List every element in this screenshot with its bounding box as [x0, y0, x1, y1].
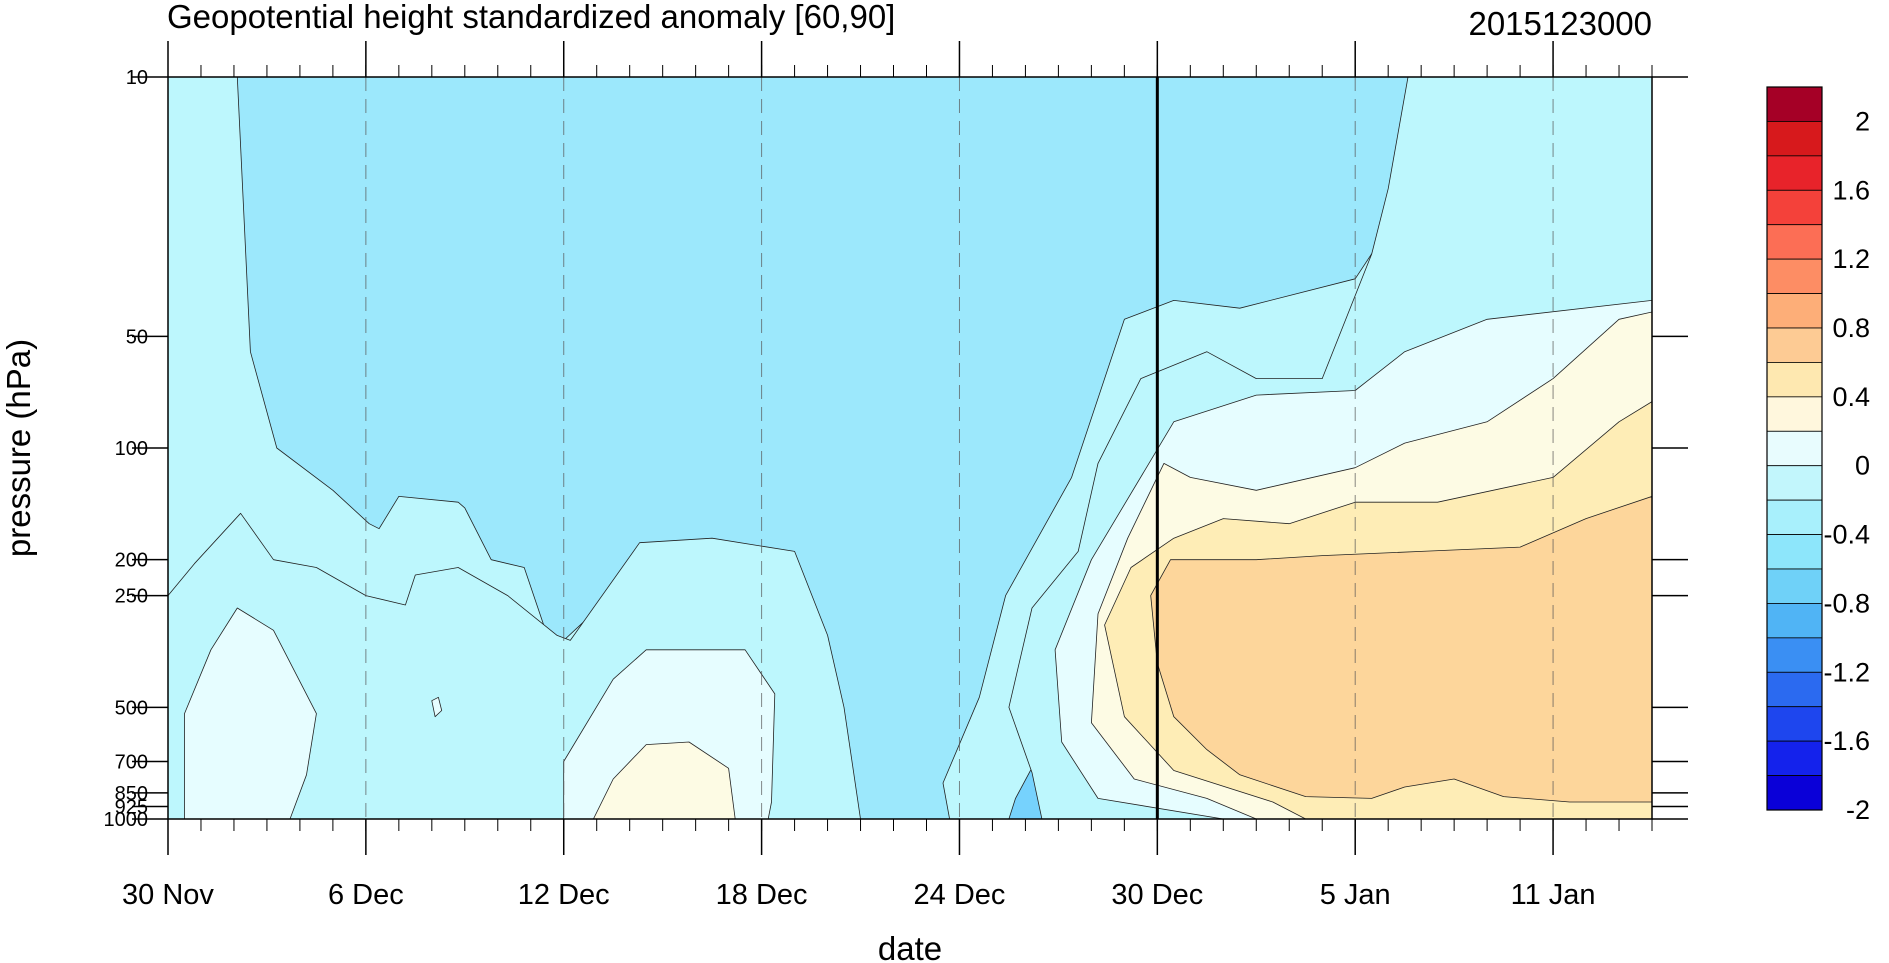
chart-title: Geopotential height standardized anomaly… — [167, 0, 895, 35]
colorbar-label: 1.6 — [1832, 175, 1870, 205]
x-tick-label: 6 Dec — [328, 879, 404, 911]
colorbar-swatch — [1766, 637, 1823, 673]
x-axis-title: date — [878, 930, 942, 963]
colorbar-swatch — [1766, 121, 1823, 157]
x-tick-label: 24 Dec — [914, 879, 1006, 911]
y-tick-label: 10 — [126, 67, 148, 89]
colorbar-swatch — [1766, 224, 1823, 260]
colorbar-swatch — [1766, 86, 1823, 122]
colorbar-frame — [1766, 86, 1823, 811]
colorbar-swatch — [1766, 396, 1823, 432]
colorbar-label: -2 — [1846, 795, 1870, 825]
colorbar-label: -1.2 — [1823, 657, 1870, 687]
colorbar-label: 1.2 — [1832, 244, 1870, 274]
x-tick-label: 30 Dec — [1111, 879, 1203, 911]
y-tick-label: 1000 — [104, 809, 149, 831]
x-tick-label: 18 Dec — [716, 879, 808, 911]
colorbar-swatch — [1766, 706, 1823, 742]
colorbar-label: 0.8 — [1832, 313, 1870, 343]
y-tick-label: 50 — [126, 326, 148, 348]
x-axis: 30 Nov 6 Dec 12 Dec 18 Dec 24 Dec 30 Dec 5 Jan… — [122, 41, 1653, 911]
colorbar-swatch — [1766, 775, 1823, 811]
contour-region-15 — [431, 696, 443, 718]
timestamp-label: 2015123000 — [1468, 5, 1652, 42]
y-tick-label: 850 — [115, 783, 148, 805]
colorbar-swatch — [1766, 189, 1823, 226]
contour-fields — [168, 77, 1652, 819]
y-axis-title: pressure (hPa) — [0, 339, 37, 557]
y-tick-label: 200 — [115, 550, 148, 572]
colorbar: 2 1.6 1.2 0.8 0.4 0 -0.4 -0.8 -1.2 -1.6 -2 — [1766, 86, 1870, 825]
y-tick-label: 500 — [115, 697, 148, 719]
y-tick-label: 100 — [115, 438, 148, 460]
gridlines — [365, 77, 1554, 819]
colorbar-swatch — [1766, 568, 1823, 604]
colorbar-swatch — [1766, 671, 1823, 708]
colorbar-swatch — [1766, 499, 1823, 535]
contour-region-17 — [593, 741, 736, 819]
colorbar-label: 0.4 — [1832, 382, 1870, 412]
colorbar-swatch — [1766, 465, 1823, 501]
colorbar-swatch — [1766, 362, 1823, 398]
colorbar-swatch — [1766, 258, 1823, 294]
colorbar-label: -0.4 — [1823, 520, 1870, 550]
y-tick-label: 250 — [115, 586, 148, 608]
colorbar-swatch — [1766, 293, 1823, 329]
x-tick-label: 12 Dec — [518, 879, 610, 911]
x-tick-label: 5 Jan — [1320, 879, 1391, 911]
colorbar-label: -0.8 — [1823, 588, 1870, 618]
colorbar-swatch — [1766, 740, 1823, 776]
colorbar-swatch — [1766, 534, 1823, 570]
x-tick-label: 11 Jan — [1511, 879, 1596, 911]
colorbar-swatch — [1766, 155, 1823, 191]
y-tick-label: 700 — [115, 752, 148, 774]
colorbar-label: -1.6 — [1823, 726, 1870, 756]
colorbar-label: 0 — [1855, 451, 1870, 481]
colorbar-swatch — [1766, 430, 1823, 467]
colorbar-label: 2 — [1855, 106, 1870, 136]
colorbar-swatch — [1766, 327, 1823, 363]
y-tick-label: 925 — [115, 796, 148, 818]
colorbar-swatch — [1766, 603, 1823, 639]
x-tick-label: 30 Nov — [122, 879, 214, 911]
contour-region-13 — [184, 607, 317, 819]
contour-region-20 — [1150, 495, 1652, 803]
